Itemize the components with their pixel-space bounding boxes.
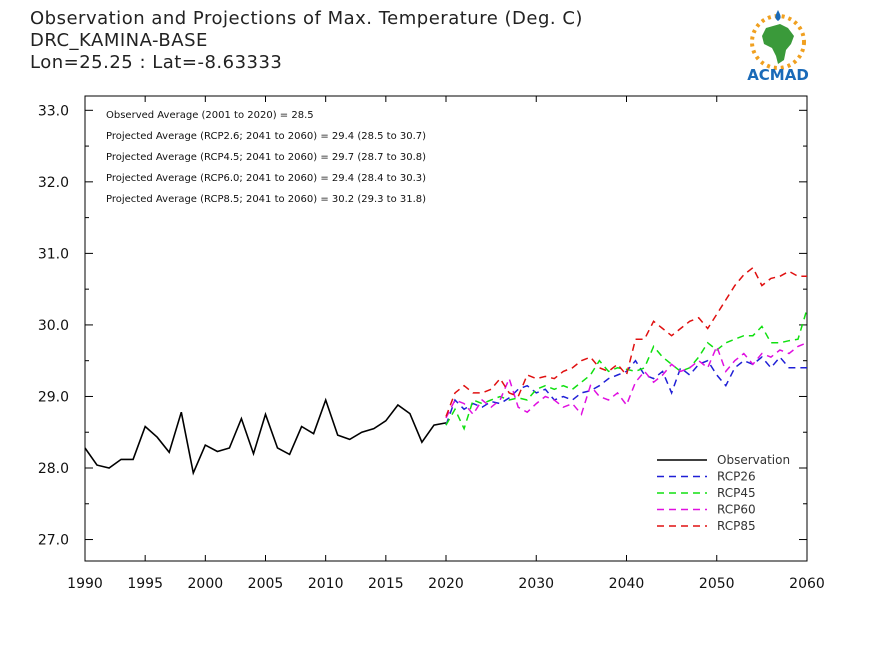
series-group (84, 266, 808, 476)
x-tick-label: 2000 (188, 576, 224, 592)
x-tick-label: 2030 (518, 576, 554, 592)
logo-drop (775, 10, 781, 21)
axis-ticks: 1990 1995 2000 2005 2010 2015 2020 2030 2040 2050… (38, 96, 825, 592)
x-tick-label: 2020 (428, 576, 464, 592)
series-line-rcp85 (445, 266, 807, 417)
station-name: DRC_KAMINA-BASE (30, 30, 208, 51)
series-line-observation (84, 397, 447, 476)
legend-label: RCP85 (717, 519, 756, 533)
legend-label: RCP60 (717, 503, 756, 517)
logo-text: ACMAD (747, 66, 809, 84)
y-tick-label: 28.0 (38, 461, 69, 477)
legend-label: RCP26 (717, 470, 756, 484)
y-tick-label: 33.0 (38, 103, 69, 119)
annotation-line: Projected Average (RCP2.6; 2041 to 2060)… (106, 131, 426, 142)
x-tick-label: 1990 (67, 576, 103, 592)
series-line-rcp60 (445, 342, 808, 419)
series-line-rcp26 (445, 355, 807, 426)
annotation-line: Observed Average (2001 to 2020) = 28.5 (106, 110, 314, 121)
y-tick-label: 31.0 (38, 246, 69, 262)
station-coords: Lon=25.25 : Lat=-8.63333 (30, 52, 283, 73)
annotation-line: Projected Average (RCP4.5; 2041 to 2060)… (106, 152, 426, 163)
x-tick-label: 2040 (609, 576, 645, 592)
annotation-block: Observed Average (2001 to 2020) = 28.5 Pr… (106, 110, 426, 205)
y-tick-label: 32.0 (38, 175, 69, 191)
x-tick-label: 2050 (699, 576, 735, 592)
series-line-rcp45 (445, 308, 808, 431)
y-tick-label: 30.0 (38, 318, 69, 334)
x-tick-label: 1995 (127, 576, 163, 592)
logo-africa-shape (762, 24, 794, 64)
legend-label: Observation (717, 453, 790, 467)
x-tick-label: 2060 (789, 576, 825, 592)
chart-title: Observation and Projections of Max. Temp… (30, 8, 583, 29)
x-tick-label: 2010 (308, 576, 344, 592)
plot-frame (84, 95, 808, 562)
x-tick-label: 2015 (368, 576, 404, 592)
legend-label: RCP45 (717, 486, 756, 500)
annotation-line: Projected Average (RCP8.5; 2041 to 2060)… (106, 194, 426, 205)
legend: Observation RCP26 RCP45 RCP60 RCP85 (657, 453, 790, 533)
x-tick-label: 2005 (248, 576, 284, 592)
title-block: Observation and Projections of Max. Temp… (30, 8, 583, 74)
annotation-line: Projected Average (RCP6.0; 2041 to 2060)… (106, 173, 426, 184)
y-tick-label: 27.0 (38, 533, 69, 549)
africa-map-logo-icon: ACMAD (747, 10, 809, 84)
y-tick-label: 29.0 (38, 389, 69, 405)
